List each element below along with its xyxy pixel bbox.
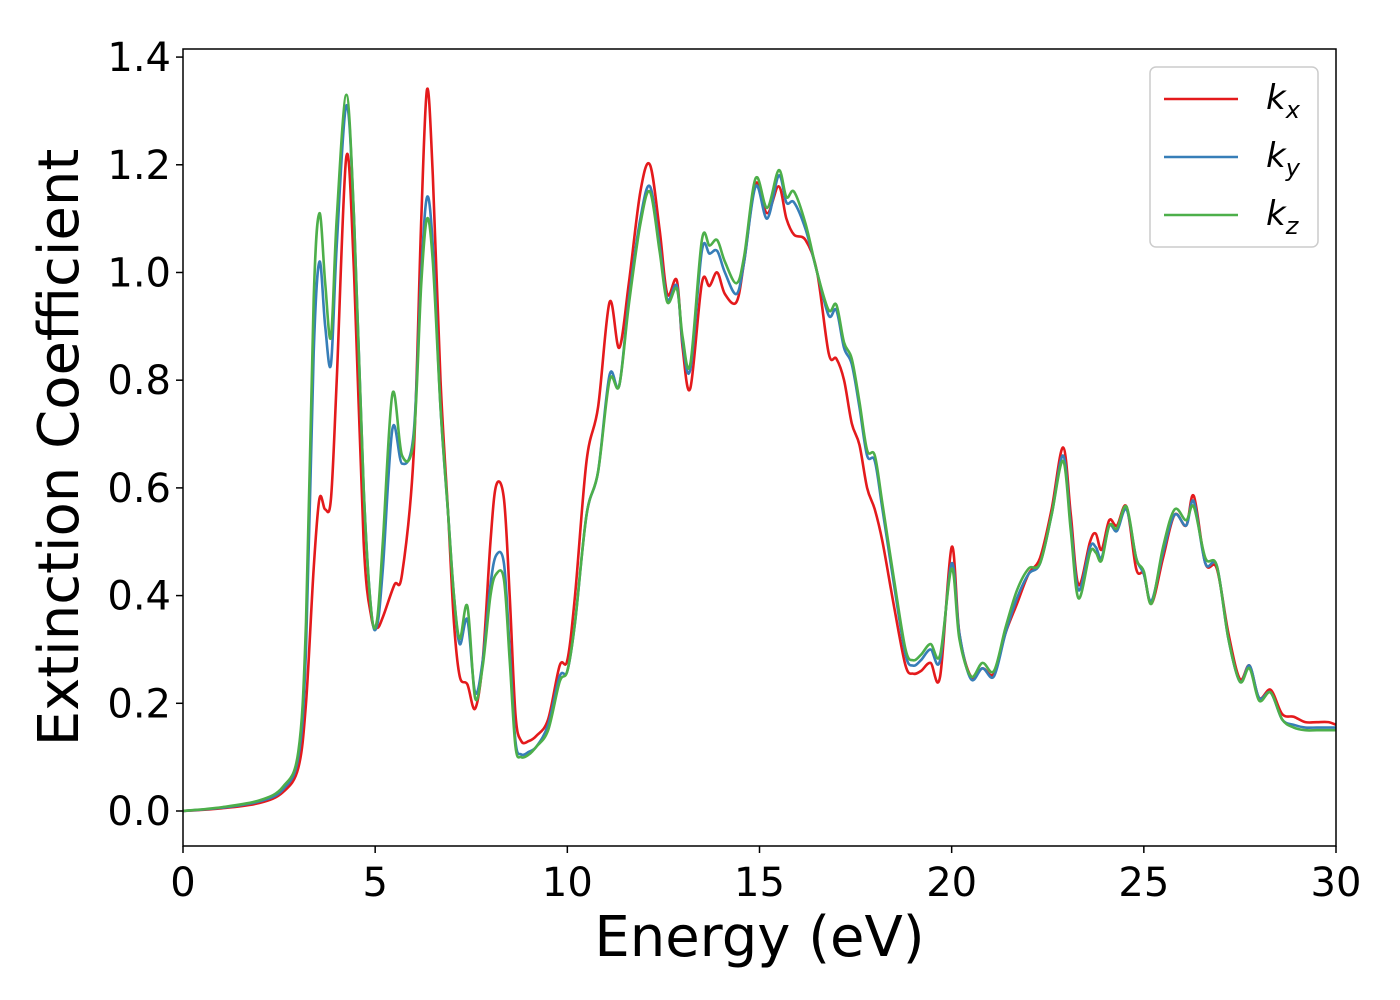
x-tick-label: 15 (734, 860, 785, 906)
x-tick-label: 10 (542, 860, 593, 906)
legend-entry: kx (1266, 78, 1301, 124)
x-tick-label: 0 (170, 860, 195, 906)
legend-entry: kz (1266, 194, 1300, 240)
series-line-y (183, 104, 1336, 813)
x-tick-label: 25 (1118, 860, 1169, 906)
series-line-x (183, 87, 1336, 813)
y-axis-title: Extinction Coefficient (27, 149, 92, 747)
x-axis-title: Energy (eV) (594, 905, 924, 970)
legend: kx ky kz (1149, 66, 1319, 248)
y-tick-label: 1.4 (107, 35, 171, 81)
legend-entry: ky (1266, 136, 1301, 182)
y-tick-label: 1.2 (107, 143, 171, 189)
y-tick-label: 0.8 (107, 358, 171, 404)
y-tick-label: 0.2 (107, 681, 171, 727)
y-tick-label: 1.0 (107, 250, 171, 296)
x-tick-label: 5 (362, 860, 387, 906)
y-tick-label: 0.6 (107, 466, 171, 512)
x-tick-label: 20 (926, 860, 977, 906)
x-tick-label: 30 (1311, 860, 1362, 906)
x-axis: 0 5 10 15 20 25 30 (170, 846, 1361, 906)
series-layer (183, 87, 1336, 813)
y-tick-label: 0.0 (107, 789, 171, 835)
series-line-z (183, 93, 1336, 813)
y-axis: 0.0 0.2 0.4 0.6 0.8 1.0 1.2 1.4 (107, 35, 183, 835)
y-tick-label: 0.4 (107, 574, 171, 620)
